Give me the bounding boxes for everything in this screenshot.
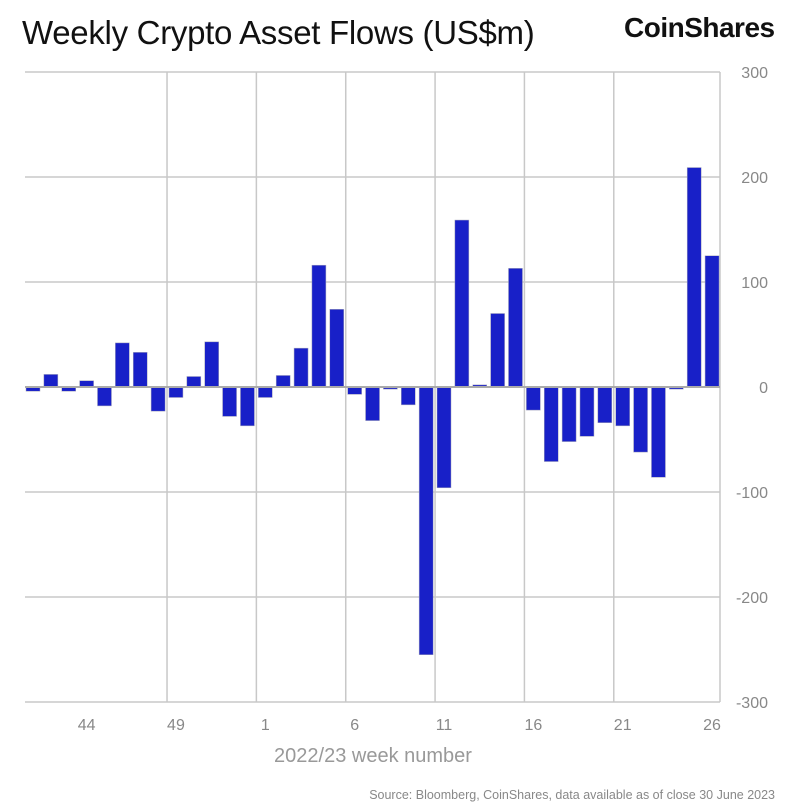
- bar-week-49: [168, 386, 184, 398]
- bar-week-17: [543, 386, 559, 462]
- bar-week-45: [97, 386, 112, 407]
- bar-week-12: [454, 219, 470, 388]
- y-tick-label: -200: [736, 590, 768, 607]
- bar-week-22: [633, 386, 648, 453]
- x-tick-label: 6: [350, 717, 359, 734]
- chart-title: Weekly Crypto Asset Flows (US$m): [22, 14, 535, 51]
- bar-week-3: [293, 347, 309, 388]
- bar-week-46: [115, 342, 130, 388]
- y-tick-label: -100: [736, 485, 768, 502]
- y-tick-label: 0: [759, 380, 768, 397]
- bar-week-52: [222, 386, 237, 417]
- bar-week-21: [615, 386, 630, 427]
- bar-week-51: [204, 341, 219, 388]
- bar-week-9: [401, 386, 416, 406]
- bar-week-11: [436, 386, 452, 489]
- bar-week-6: [347, 386, 362, 395]
- coinshares-logo: CoinShares: [624, 12, 775, 43]
- source-note: Source: Bloomberg, CoinShares, data avai…: [369, 788, 775, 802]
- bar-week-5: [329, 309, 345, 388]
- bar-week-50: [186, 376, 202, 388]
- bar-week-16: [526, 386, 541, 411]
- bar-week-53: [240, 386, 255, 427]
- bar-week-15: [508, 268, 523, 388]
- x-tick-label: 26: [703, 717, 721, 734]
- bar-week-26: [704, 255, 720, 388]
- x-tick-label: 1: [261, 717, 270, 734]
- bar-week-10: [418, 386, 434, 655]
- bar-week-7: [365, 386, 380, 421]
- x-tick-label: 49: [167, 717, 185, 734]
- bar-week-2: [275, 375, 291, 388]
- bar-week-1: [258, 386, 273, 398]
- bar-week-47: [132, 352, 148, 388]
- bar-week-23: [651, 386, 666, 478]
- x-tick-label: 44: [78, 717, 96, 734]
- x-tick-label: 11: [436, 717, 453, 734]
- x-axis-title: 2022/23 week number: [274, 745, 472, 767]
- bar-week-18: [561, 386, 577, 442]
- y-tick-label: 300: [741, 65, 768, 82]
- bar-week-42: [43, 374, 59, 388]
- x-tick-label: 16: [524, 717, 542, 734]
- bar-week-25: [686, 167, 702, 388]
- y-tick-label: 100: [741, 275, 768, 292]
- bar-week-48: [150, 386, 166, 412]
- x-tick-label: 21: [614, 717, 632, 734]
- bar-week-4: [311, 264, 327, 388]
- bar-week-19: [579, 386, 595, 437]
- y-tick-label: -300: [736, 695, 768, 712]
- bar-week-14: [490, 313, 505, 388]
- bar-week-20: [597, 386, 613, 423]
- y-tick-label: 200: [741, 170, 768, 187]
